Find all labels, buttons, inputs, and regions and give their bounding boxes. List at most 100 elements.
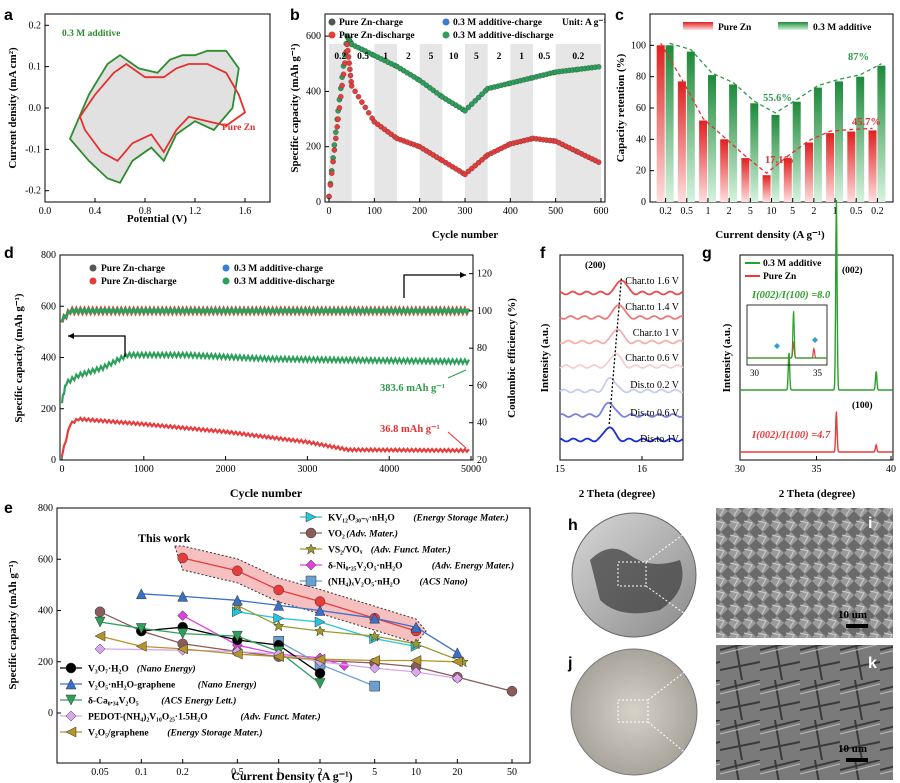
annotation: 45.7%: [852, 117, 881, 128]
data-point: [346, 60, 352, 66]
bar: [835, 81, 843, 202]
cv-curve: [68, 49, 240, 184]
data-point: [369, 680, 380, 692]
data-point: [595, 159, 602, 165]
panel-c: c 0.2 0.5 1 2 5 10 5 2 1 0.5 0.2 0 20 40 60 80 100 Curre…: [615, 7, 894, 241]
y-axis-label: Specific capacity (mAh g⁻¹): [13, 293, 25, 423]
legend-item: Pure Zn: [763, 272, 797, 282]
y-axis-label: Current density (mA cm²): [7, 47, 19, 169]
data-point: [335, 116, 341, 122]
y-tick-label: 800: [41, 250, 56, 261]
axis-arrow: [403, 274, 466, 298]
data-point: [369, 662, 381, 674]
rate-band: [374, 44, 397, 202]
legend-name: VO₂: [328, 530, 345, 540]
data-point: [135, 640, 147, 652]
rate-label: 0.2: [572, 52, 584, 62]
comparison-series: [94, 545, 518, 697]
bar: [708, 75, 716, 202]
zoom-line: [647, 721, 717, 779]
x-tick-label: 1: [276, 767, 281, 778]
legend-name: VS₂/VOₓ: [328, 546, 363, 556]
legend-item: Pure Zn-charge: [339, 18, 403, 28]
y-tick-label: 100: [631, 40, 646, 51]
inset-pattern: [747, 311, 827, 359]
x-tick-label: 2: [811, 206, 816, 217]
rate-label: 10: [449, 52, 459, 62]
plot-frame: [56, 507, 531, 764]
y-tick-label: 60: [636, 103, 646, 114]
x-axis-label: 2 Theta (degree): [779, 488, 856, 500]
panel-letter: j: [567, 655, 572, 672]
x-tick-label: 1.2: [189, 206, 202, 217]
y-tick-label: 400: [306, 86, 321, 97]
data-point: [305, 543, 317, 555]
data-point: [410, 666, 422, 678]
data-point: [410, 621, 422, 633]
annotation: 36.8 mAh g⁻¹: [380, 424, 440, 435]
x-axis-label: Potential (V): [127, 213, 188, 225]
y-tick-label: 200: [38, 657, 53, 668]
y-tick-label: 0: [48, 708, 53, 719]
rate-band: [465, 44, 488, 202]
x-axis-label: Current Density (A g⁻¹): [231, 769, 352, 783]
data-point: [506, 685, 518, 697]
data-point: [177, 628, 189, 640]
annotation: 87%: [848, 52, 869, 63]
panel-e: e 0.05 0.1 0.2 0.5 1 2 5 10 20 50 0 200 400 600 800 Cu…: [4, 500, 531, 783]
panel-j: j: [562, 645, 712, 780]
x-tick-label: 0.2: [871, 206, 884, 217]
data-point: [232, 565, 243, 577]
data-point: [94, 616, 106, 628]
legend-name: δ-Ca₀.₃₄V₂O₅: [88, 697, 139, 707]
annotation-arrow: [447, 431, 467, 449]
bar: [856, 76, 865, 202]
data-point: [355, 93, 362, 100]
axis-ticks: 30 35 40: [735, 456, 896, 475]
this-work-label: This work: [138, 531, 191, 545]
legend-marker: [222, 264, 230, 272]
data-point: [327, 182, 334, 188]
zn-disk-photo: [570, 648, 698, 776]
data-point: [328, 170, 335, 176]
x-tick-label: 0.5: [681, 206, 694, 217]
legend-marker: [89, 264, 97, 272]
legend-item: 0.3 M additive-discharge: [234, 277, 335, 287]
x-tick-label: 16: [637, 464, 647, 475]
data-point: [362, 104, 369, 111]
unit-label: Unit: A g⁻¹: [562, 18, 606, 28]
peak-label: (100): [852, 400, 873, 411]
data-point: [65, 710, 77, 722]
y-tick-label: 20: [477, 455, 487, 466]
scale-bar-label: 10 um: [838, 609, 867, 621]
x-tick-label: 0.1: [135, 767, 148, 778]
x-tick-label: 40: [886, 464, 896, 475]
data-point: [314, 668, 326, 679]
peak-label: (002): [842, 265, 863, 276]
bar: [813, 87, 822, 202]
y-tick-label: 100: [477, 306, 492, 317]
legend-ref: (ACS Nano): [420, 577, 468, 588]
trace-label: Char.to 0.6 V: [625, 353, 679, 364]
panel-letter: i: [868, 515, 872, 532]
data-point: [331, 147, 338, 153]
xrd-trace: [559, 426, 684, 443]
legend-item: Pure Zn-charge: [101, 264, 165, 274]
data-point: [369, 630, 381, 642]
data-point: [369, 655, 380, 666]
data-point: [410, 655, 422, 666]
rate-label: 0.2: [334, 52, 346, 62]
x-tick-label: 100: [367, 206, 382, 217]
x-tick-label: 400: [503, 206, 518, 217]
legend-marker: [328, 31, 336, 39]
data-point: [595, 64, 602, 70]
trace-label: Char.to 1 V: [633, 328, 680, 339]
data-point: [135, 623, 147, 634]
data-point: [65, 662, 77, 674]
x-tick-label: 10: [767, 206, 777, 217]
data-point: [347, 66, 353, 73]
y-tick-label: -0.1: [25, 144, 41, 155]
data-point: [338, 93, 344, 100]
legend-ref: (Adv. Energy Mater.): [432, 561, 515, 572]
series-line: [278, 640, 375, 687]
